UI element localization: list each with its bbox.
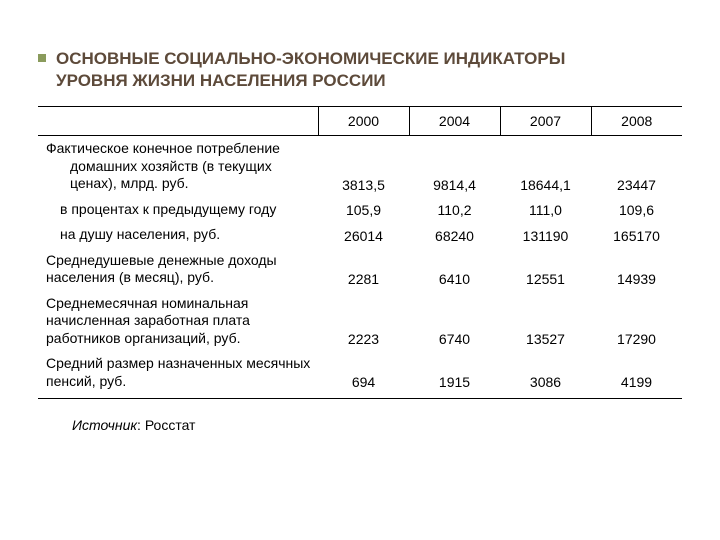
cell-value: 2281 bbox=[318, 248, 409, 291]
table-head: 2000 2004 2007 2008 bbox=[38, 107, 682, 136]
indicators-table: 2000 2004 2007 2008 Фактическое конечное… bbox=[38, 106, 682, 399]
cell-value: 110,2 bbox=[409, 197, 500, 223]
cell-value: 13527 bbox=[500, 291, 591, 352]
slide-title: ОСНОВНЫЕ СОЦИАЛЬНО-ЭКОНОМИЧЕСКИЕ ИНДИКАТ… bbox=[56, 48, 565, 92]
row-label: на душу населения, руб. bbox=[38, 222, 318, 248]
col-header: 2007 bbox=[500, 107, 591, 136]
cell-value: 105,9 bbox=[318, 197, 409, 223]
cell-value: 3813,5 bbox=[318, 136, 409, 197]
source-label: Источник bbox=[72, 417, 137, 433]
title-row: ОСНОВНЫЕ СОЦИАЛЬНО-ЭКОНОМИЧЕСКИЕ ИНДИКАТ… bbox=[38, 48, 682, 92]
cell-value: 165170 bbox=[591, 222, 682, 248]
cell-value: 23447 bbox=[591, 136, 682, 197]
row-label: Среднедушевые денежные доходы населения … bbox=[38, 248, 318, 291]
cell-value: 17290 bbox=[591, 291, 682, 352]
cell-value: 111,0 bbox=[500, 197, 591, 223]
cell-value: 1915 bbox=[409, 351, 500, 399]
col-header: 2000 bbox=[318, 107, 409, 136]
table-corner-cell bbox=[38, 107, 318, 136]
table-row: Фактическое конечное потреблениедомашних… bbox=[38, 136, 682, 197]
cell-value: 12551 bbox=[500, 248, 591, 291]
row-label: Фактическое конечное потреблениедомашних… bbox=[38, 136, 318, 197]
row-label: Средний размер назначенных месячных пенс… bbox=[38, 351, 318, 399]
cell-value: 3086 bbox=[500, 351, 591, 399]
source-line: Источник: Росстат bbox=[72, 417, 682, 433]
table-body: Фактическое конечное потреблениедомашних… bbox=[38, 136, 682, 399]
table-row: на душу населения, руб.26014682401311901… bbox=[38, 222, 682, 248]
cell-value: 6740 bbox=[409, 291, 500, 352]
cell-value: 9814,4 bbox=[409, 136, 500, 197]
cell-value: 109,6 bbox=[591, 197, 682, 223]
title-line-2: УРОВНЯ ЖИЗНИ НАСЕЛЕНИЯ РОССИИ bbox=[56, 71, 386, 90]
slide: ОСНОВНЫЕ СОЦИАЛЬНО-ЭКОНОМИЧЕСКИЕ ИНДИКАТ… bbox=[0, 0, 720, 540]
cell-value: 2223 bbox=[318, 291, 409, 352]
table-row: Среднедушевые денежные доходы населения … bbox=[38, 248, 682, 291]
row-label: в процентах к предыдущему году bbox=[38, 197, 318, 223]
source-value: Росстат bbox=[145, 417, 196, 433]
table-row: Средний размер назначенных месячных пенс… bbox=[38, 351, 682, 399]
cell-value: 14939 bbox=[591, 248, 682, 291]
title-bullet-icon bbox=[38, 54, 46, 62]
col-header: 2004 bbox=[409, 107, 500, 136]
table-row: в процентах к предыдущему году105,9110,2… bbox=[38, 197, 682, 223]
cell-value: 26014 bbox=[318, 222, 409, 248]
table-row: Среднемесячная номинальная начисленная з… bbox=[38, 291, 682, 352]
source-sep: : bbox=[137, 417, 145, 433]
row-label: Среднемесячная номинальная начисленная з… bbox=[38, 291, 318, 352]
cell-value: 6410 bbox=[409, 248, 500, 291]
col-header: 2008 bbox=[591, 107, 682, 136]
cell-value: 4199 bbox=[591, 351, 682, 399]
cell-value: 131190 bbox=[500, 222, 591, 248]
cell-value: 68240 bbox=[409, 222, 500, 248]
cell-value: 694 bbox=[318, 351, 409, 399]
cell-value: 18644,1 bbox=[500, 136, 591, 197]
title-line-1: ОСНОВНЫЕ СОЦИАЛЬНО-ЭКОНОМИЧЕСКИЕ ИНДИКАТ… bbox=[56, 49, 565, 68]
